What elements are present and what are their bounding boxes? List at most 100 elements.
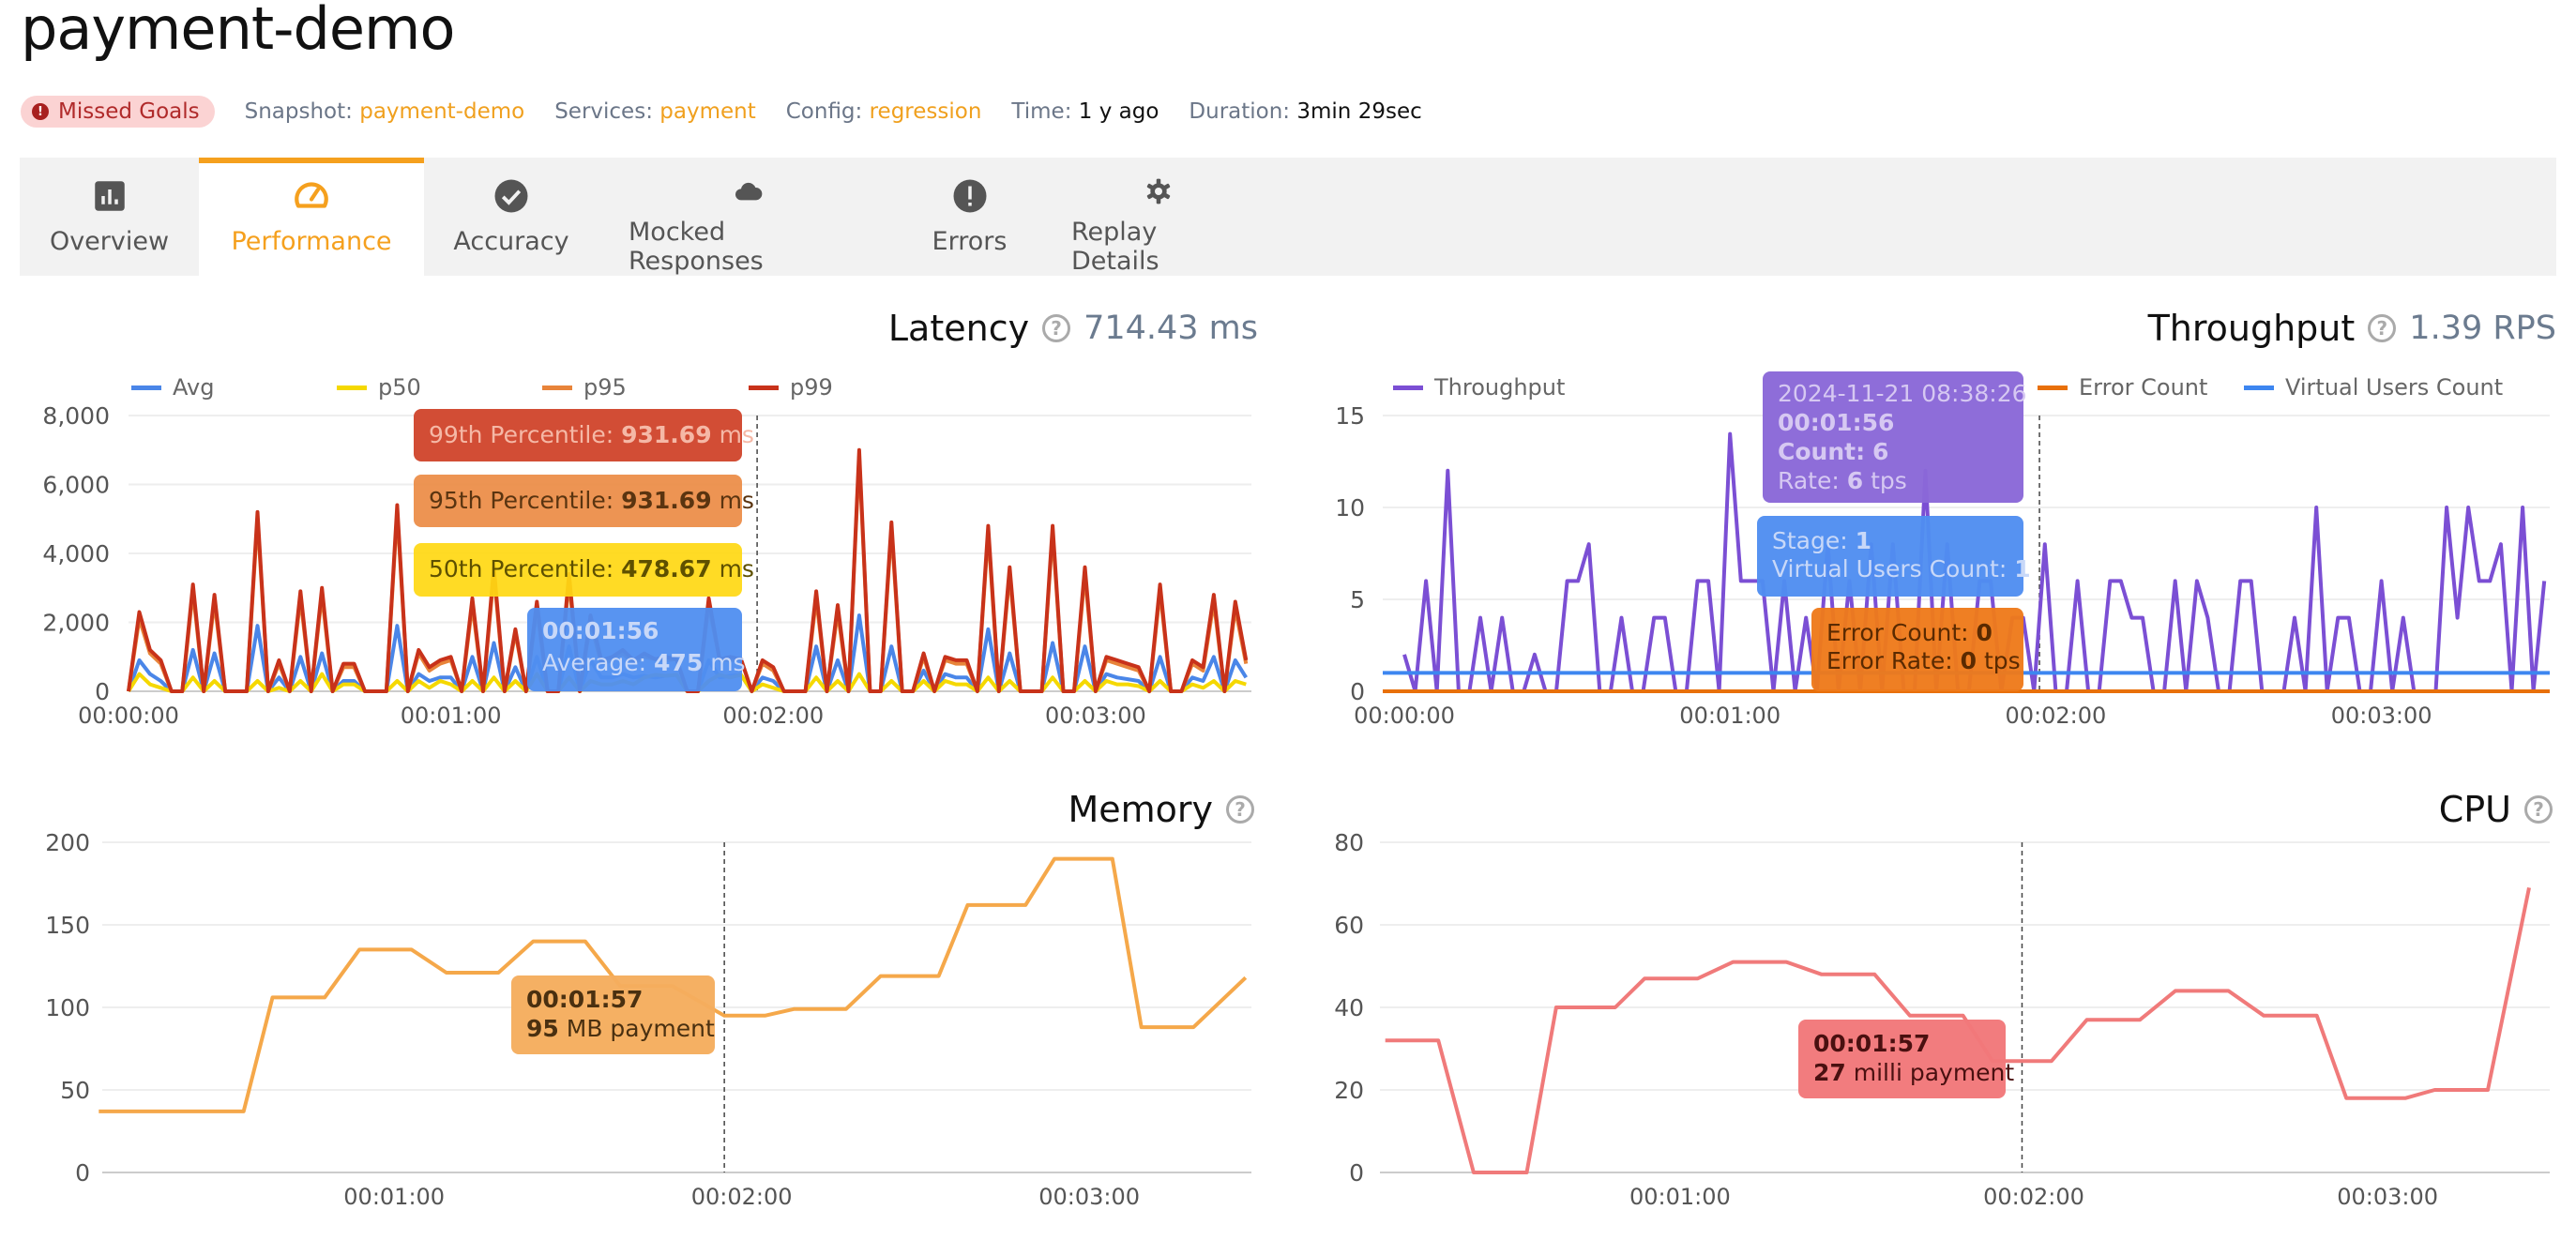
snapshot-link[interactable]: payment-demo [359, 99, 525, 124]
tab-accuracy[interactable]: Accuracy [424, 158, 599, 276]
time-value: 1 y ago [1078, 99, 1159, 124]
y-tick-label: 15 [1335, 402, 1365, 430]
snapshot-meta: ! Missed Goals Snapshot: payment-demo Se… [21, 94, 1452, 129]
x-tick-label: 00:01:00 [1679, 703, 1780, 729]
latency-header: Latency ? 714.43 ms [888, 308, 1258, 349]
speedometer-icon [295, 182, 328, 208]
legend-item-virtual-users[interactable]: Virtual Users Count [2244, 374, 2503, 401]
y-tick-label: 0 [95, 678, 110, 705]
tab-errors[interactable]: Errors [898, 158, 1041, 276]
tab-bar: Overview Performance Accuracy Mocked Res… [20, 158, 2556, 276]
tab-overview[interactable]: Overview [20, 158, 199, 276]
legend-label: Avg [173, 374, 215, 401]
meta-snapshot: Snapshot: payment-demo [245, 99, 525, 124]
legend-swatch [749, 385, 779, 390]
tooltip-cpu: 00:01:57 27 milli payment [1798, 1020, 2014, 1098]
latency-legend: Avg p50 p95 p99 [131, 374, 833, 401]
x-tick-label: 00:00:00 [78, 703, 179, 729]
tab-mocked-responses[interactable]: Mocked Responses [599, 158, 898, 276]
services-link[interactable]: payment [659, 99, 756, 124]
config-link[interactable]: regression [869, 99, 982, 124]
cloud-icon [735, 182, 762, 201]
meta-label: Duration: [1189, 99, 1291, 124]
cpu-header: CPU ? [2439, 789, 2553, 830]
status-badge: ! Missed Goals [21, 96, 215, 128]
meta-label: Services: [554, 99, 653, 124]
tooltip-memory: 00:01:57 95 MB payment [511, 975, 715, 1054]
y-tick-label: 0 [75, 1159, 90, 1187]
legend-item-error-count[interactable]: Error Count [2038, 374, 2207, 401]
tab-label: Overview [49, 227, 170, 256]
legend-swatch [2038, 385, 2068, 390]
legend-swatch [1393, 385, 1423, 390]
y-tick-label: 40 [1334, 994, 1364, 1021]
x-tick-label: 00:03:00 [1038, 1184, 1140, 1210]
throughput-title: Throughput [2147, 308, 2356, 349]
duration-value: 3min 29sec [1296, 99, 1422, 124]
gear-icon [1146, 178, 1171, 204]
tab-label: Performance [231, 227, 392, 256]
y-tick-label: 0 [1349, 1159, 1364, 1187]
page-title: payment-demo [21, 0, 455, 63]
x-tick-label: 00:01:00 [343, 1184, 445, 1210]
x-tick-label: 00:02:00 [1983, 1184, 2084, 1210]
y-tick-label: 4,000 [42, 540, 110, 567]
legend-label: Virtual Users Count [2285, 374, 2504, 401]
tooltip-p50: 50th Percentile: 478.67 ms [414, 543, 754, 597]
x-tick-label: 00:03:00 [2337, 1184, 2438, 1210]
meta-services: Services: payment [554, 99, 756, 124]
y-tick-label: 60 [1334, 912, 1364, 939]
help-icon[interactable]: ? [2524, 795, 2553, 824]
check-circle-icon [494, 179, 528, 213]
legend-item-avg[interactable]: Avg [131, 374, 337, 401]
legend-swatch [337, 385, 367, 390]
y-tick-label: 20 [1334, 1077, 1364, 1104]
tab-replay-details[interactable]: Replay Details [1041, 158, 1276, 276]
tooltip-errors: Error Count: 0 Error Rate: 0 tps [1811, 608, 2023, 691]
help-icon[interactable]: ? [2368, 314, 2397, 342]
tooltip-virtual-users: Stage: 1 Virtual Users Count: 1 [1757, 516, 2031, 597]
throughput-header: Throughput ? 1.39 RPS [2148, 308, 2556, 349]
tooltip-p99: 99th Percentile: 931.69 ms [414, 409, 754, 461]
legend-swatch [2244, 385, 2274, 390]
meta-config: Config: regression [786, 99, 982, 124]
x-tick-label: 00:03:00 [2331, 703, 2432, 729]
y-tick-label: 100 [45, 994, 90, 1021]
y-tick-label: 50 [60, 1077, 90, 1104]
legend-item-throughput[interactable]: Throughput [1393, 374, 1565, 401]
tooltip-p95: 95th Percentile: 931.69 ms [414, 475, 754, 527]
help-icon[interactable]: ? [1226, 795, 1254, 824]
x-tick-label: 00:01:00 [1629, 1184, 1731, 1210]
legend-item-p99[interactable]: p99 [749, 374, 833, 401]
y-tick-label: 80 [1334, 829, 1364, 856]
status-badge-label: Missed Goals [58, 99, 200, 124]
legend-label: Throughput [1434, 374, 1566, 401]
y-tick-label: 8,000 [42, 402, 110, 430]
legend-label: p95 [583, 374, 627, 401]
throughput-value: 1.39 RPS [2409, 310, 2556, 347]
legend-swatch [542, 385, 572, 390]
y-tick-label: 200 [45, 829, 90, 856]
tab-label: Errors [932, 227, 1008, 256]
alert-icon: ! [32, 103, 49, 120]
latency-value: 714.43 ms [1083, 310, 1258, 347]
meta-label: Snapshot: [244, 99, 353, 124]
tab-performance[interactable]: Performance [199, 158, 424, 276]
tab-label: Accuracy [453, 227, 569, 256]
legend-item-p95[interactable]: p95 [542, 374, 749, 401]
legend-item-p50[interactable]: p50 [337, 374, 542, 401]
error-icon [953, 179, 986, 213]
legend-label: p50 [378, 374, 421, 401]
meta-label: Time: [1011, 99, 1072, 124]
y-tick-label: 150 [45, 912, 90, 939]
cpu-title: CPU [2438, 789, 2511, 830]
help-icon[interactable]: ? [1042, 314, 1071, 342]
x-tick-label: 00:02:00 [2006, 703, 2107, 729]
meta-time: Time: 1 y ago [1011, 99, 1159, 124]
x-tick-label: 00:00:00 [1354, 703, 1455, 729]
x-tick-label: 00:02:00 [722, 703, 824, 729]
legend-swatch [131, 385, 161, 390]
meta-duration: Duration: 3min 29sec [1189, 99, 1421, 124]
y-tick-label: 0 [1350, 678, 1365, 705]
tab-label: Replay Details [1071, 218, 1159, 276]
